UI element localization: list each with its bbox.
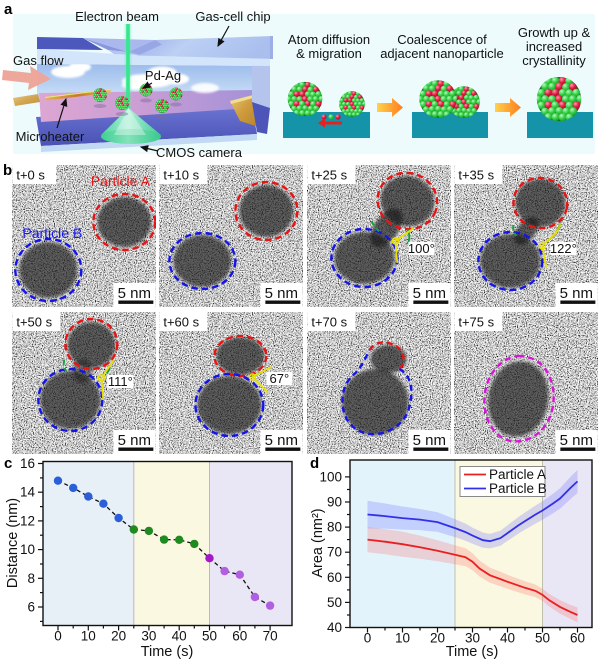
svg-text:increased: increased — [526, 39, 582, 54]
svg-text:60: 60 — [570, 631, 585, 646]
svg-text:8: 8 — [27, 571, 35, 586]
svg-text:10: 10 — [81, 629, 96, 644]
svg-text:t+60 s: t+60 s — [164, 315, 200, 330]
svg-text:0: 0 — [364, 631, 372, 646]
svg-text:60: 60 — [327, 570, 342, 585]
svg-text:Time (s): Time (s) — [446, 644, 499, 660]
svg-text:5 nm: 5 nm — [118, 432, 151, 449]
svg-text:Growth up &: Growth up & — [518, 25, 591, 40]
svg-text:50: 50 — [202, 629, 217, 644]
svg-text:5 nm: 5 nm — [412, 432, 445, 449]
svg-text:Particle B: Particle B — [489, 481, 547, 496]
svg-text:Gas flow: Gas flow — [13, 53, 64, 68]
svg-text:67°: 67° — [270, 371, 290, 386]
svg-text:Area (nm²): Area (nm²) — [310, 508, 326, 577]
svg-text:70: 70 — [263, 629, 278, 644]
svg-text:t+75 s: t+75 s — [458, 315, 494, 330]
svg-text:40: 40 — [500, 631, 515, 646]
svg-text:t+0 s: t+0 s — [16, 168, 45, 183]
svg-text:30: 30 — [465, 631, 480, 646]
svg-text:90: 90 — [327, 495, 342, 510]
svg-text:30: 30 — [141, 629, 156, 644]
svg-text:Pd-Ag: Pd-Ag — [145, 68, 181, 83]
svg-text:Time (s): Time (s) — [141, 644, 194, 660]
svg-text:5 nm: 5 nm — [560, 285, 593, 302]
svg-text:t+25 s: t+25 s — [311, 168, 347, 183]
svg-text:122°: 122° — [550, 241, 577, 256]
svg-text:Atom diffusion: Atom diffusion — [288, 32, 370, 47]
svg-text:t+50 s: t+50 s — [16, 315, 52, 330]
svg-text:50: 50 — [535, 631, 550, 646]
svg-text:Gas-cell chip: Gas-cell chip — [195, 9, 270, 24]
svg-text:20: 20 — [430, 631, 445, 646]
svg-text:crystallinity: crystallinity — [522, 53, 586, 68]
svg-text:t+35 s: t+35 s — [458, 168, 494, 183]
svg-text:& migration: & migration — [296, 46, 362, 61]
svg-text:16: 16 — [20, 456, 35, 471]
svg-text:5 nm: 5 nm — [118, 285, 151, 302]
svg-text:40: 40 — [327, 620, 342, 635]
svg-text:Distance (nm): Distance (nm) — [5, 498, 21, 588]
svg-text:adjacent nanoparticle: adjacent nanoparticle — [380, 46, 504, 61]
svg-text:Particle A: Particle A — [91, 173, 151, 189]
svg-text:t+10 s: t+10 s — [164, 168, 200, 183]
svg-text:5 nm: 5 nm — [265, 285, 298, 302]
svg-text:10: 10 — [20, 542, 35, 557]
svg-text:14: 14 — [20, 485, 36, 500]
svg-text:100°: 100° — [408, 241, 435, 256]
svg-text:100: 100 — [319, 469, 342, 484]
svg-text:20: 20 — [111, 629, 126, 644]
svg-text:Particle B: Particle B — [22, 225, 82, 241]
svg-text:12: 12 — [20, 513, 35, 528]
svg-text:111°: 111° — [108, 374, 133, 389]
svg-text:t+70 s: t+70 s — [311, 315, 347, 330]
svg-text:Particle A: Particle A — [489, 467, 546, 482]
svg-text:0: 0 — [54, 629, 62, 644]
svg-text:6: 6 — [27, 600, 35, 615]
svg-text:80: 80 — [327, 520, 342, 535]
svg-text:Coalescence of: Coalescence of — [397, 32, 487, 47]
svg-text:5 nm: 5 nm — [412, 285, 445, 302]
svg-text:50: 50 — [327, 595, 342, 610]
svg-text:5 nm: 5 nm — [265, 432, 298, 449]
svg-text:70: 70 — [327, 545, 342, 560]
svg-text:5 nm: 5 nm — [560, 432, 593, 449]
svg-text:CMOS camera: CMOS camera — [156, 145, 243, 160]
svg-text:40: 40 — [172, 629, 187, 644]
svg-text:10: 10 — [395, 631, 410, 646]
svg-text:Microheater: Microheater — [16, 129, 85, 144]
svg-text:60: 60 — [232, 629, 247, 644]
svg-text:Electron beam: Electron beam — [75, 9, 159, 24]
